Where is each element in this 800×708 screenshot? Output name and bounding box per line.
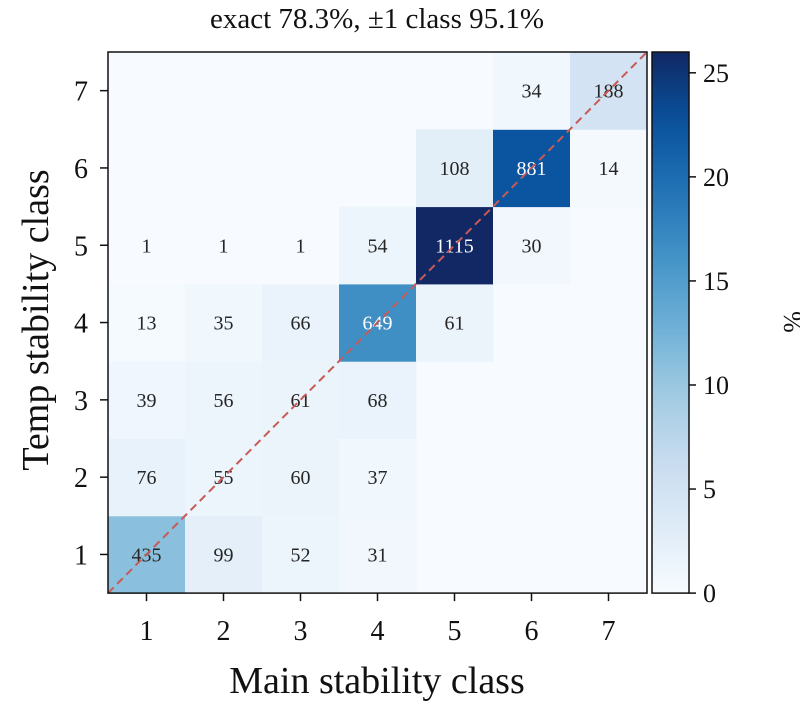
heatmap-cell	[185, 361, 263, 439]
heatmap-cell	[416, 129, 494, 208]
heatmap-cell	[339, 438, 417, 517]
x-tick-label: 7	[602, 616, 616, 647]
heatmap-cell	[262, 283, 340, 362]
y-axis-ticks: 1 2 3 4 5 6 7	[74, 77, 108, 571]
colorbar-tick-label: 0	[703, 579, 716, 608]
heatmap-cell	[339, 206, 417, 285]
heatmap-cell	[262, 206, 340, 285]
y-tick-label: 4	[74, 309, 88, 340]
colorbar-label: %	[778, 311, 800, 333]
heatmap-cell	[339, 361, 417, 439]
heatmap-cell	[185, 515, 263, 594]
heatmap-cell	[493, 52, 571, 130]
y-tick-label: 1	[74, 540, 88, 571]
cell-count-label: 35	[214, 313, 234, 335]
heatmap-cell	[262, 515, 340, 594]
cell-count-label: 108	[440, 158, 470, 180]
y-axis-label: Temp stability class	[15, 169, 57, 470]
cell-count-label: 60	[291, 467, 311, 489]
heatmap-cells	[108, 52, 648, 594]
heatmap-cell	[108, 206, 186, 285]
x-axis-ticks: 1 2 3 4 5 6 7	[140, 593, 616, 647]
heatmap-cell	[108, 283, 186, 362]
cell-count-label: 61	[445, 313, 465, 335]
x-tick-label: 6	[525, 616, 539, 647]
heatmap-cell	[108, 361, 186, 439]
cell-count-label: 14	[599, 158, 619, 180]
x-tick-label: 3	[294, 616, 308, 647]
colorbar-tick-label: 10	[703, 371, 729, 400]
cell-count-label: 52	[291, 544, 311, 566]
cell-count-label: 66	[291, 313, 311, 335]
chart-title: exact 78.3%, ±1 class 95.1%	[210, 3, 544, 35]
cell-count-label: 39	[137, 390, 157, 412]
x-tick-label: 2	[217, 616, 231, 647]
heatmap-cell	[185, 283, 263, 362]
cell-count-label: 54	[368, 235, 388, 257]
x-tick-label: 4	[371, 616, 385, 647]
y-tick-label: 7	[74, 77, 88, 108]
cell-count-label: 13	[137, 313, 157, 335]
cell-count-label: 76	[137, 467, 157, 489]
heatmap-cell	[339, 515, 417, 594]
cell-count-label: 34	[522, 81, 542, 103]
cell-count-label: 37	[368, 467, 388, 489]
cell-count-label: 1	[219, 235, 229, 257]
heatmap-cell	[493, 206, 571, 285]
heatmap-cell	[416, 283, 494, 362]
cell-count-label: 31	[368, 544, 388, 566]
cell-count-label: 99	[214, 544, 234, 566]
heatmap-cell	[262, 438, 340, 517]
y-tick-label: 2	[74, 463, 88, 494]
heatmap-cell	[108, 438, 186, 517]
colorbar-ticks: 0 5 10 15 20 25	[689, 59, 729, 608]
cell-count-label: 1	[296, 235, 306, 257]
heatmap-cell	[185, 206, 263, 285]
x-axis-label: Main stability class	[229, 660, 525, 702]
colorbar-tick-label: 20	[703, 163, 729, 192]
x-tick-label: 1	[140, 616, 154, 647]
y-tick-label: 6	[74, 154, 88, 185]
cell-count-label: 30	[522, 235, 542, 257]
colorbar-tick-label: 25	[703, 59, 729, 88]
cell-count-label: 61	[291, 390, 311, 412]
cell-count-label: 1	[142, 235, 152, 257]
cell-count-label: 68	[368, 390, 388, 412]
y-tick-label: 3	[74, 386, 88, 417]
y-tick-label: 5	[74, 231, 88, 262]
colorbar	[651, 51, 690, 594]
colorbar-tick-label: 5	[703, 475, 716, 504]
cell-count-label: 56	[214, 390, 234, 412]
x-tick-label: 5	[448, 616, 462, 647]
cell-count-label: 1115	[435, 235, 474, 257]
colorbar-tick-label: 15	[703, 267, 729, 296]
heatmap-cell	[570, 129, 648, 208]
diagonal-reference-line	[107, 51, 648, 594]
